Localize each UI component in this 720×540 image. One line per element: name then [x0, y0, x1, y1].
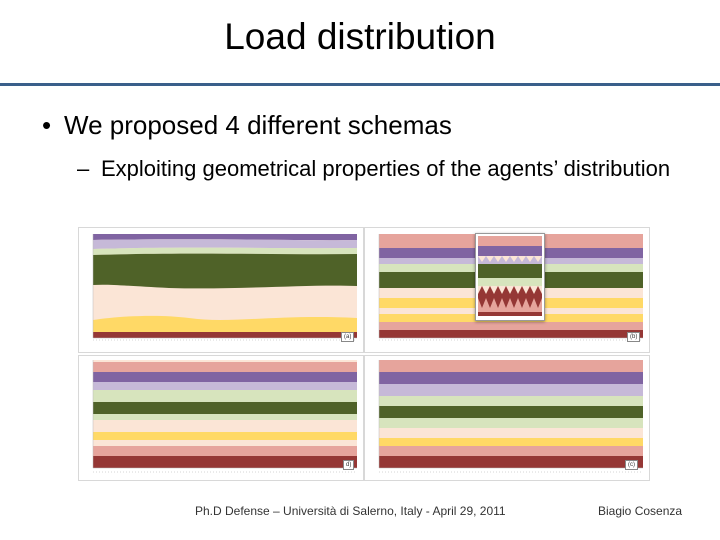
zoom-inset [475, 233, 545, 321]
bullet-2-text: Exploiting geometrical properties of the… [101, 156, 671, 181]
stacked-area-chart-c [378, 360, 643, 473]
bullet-1-text: We proposed 4 different schemas [64, 110, 452, 140]
panel-label: d) [343, 460, 355, 470]
stacked-area-chart-d [92, 360, 357, 473]
chart-panel-a: (a) [78, 227, 364, 353]
panel-label: (a) [341, 332, 355, 342]
panel-label: (c) [625, 460, 638, 470]
footer-author: Biagio Cosenza [598, 504, 683, 518]
bullet-level-2: – Exploiting geometrical properties of t… [77, 153, 677, 185]
bullet-level-1: • We proposed 4 different schemas [42, 110, 452, 141]
chart-panel-b: (b) [364, 227, 650, 353]
panel-label: (b) [627, 332, 641, 342]
bullet-dot-icon: • [42, 110, 52, 140]
title-divider [0, 83, 720, 86]
chart-panel-d: d) [78, 355, 364, 481]
zoom-inset-chart [478, 236, 542, 316]
stacked-area-chart-a [92, 234, 357, 341]
bullet-dash-icon: – [77, 156, 90, 181]
chart-panel-c: (c) [364, 355, 650, 481]
slide-title: Load distribution [224, 16, 496, 57]
footer-center: Ph.D Defense – Università di Salerno, It… [195, 504, 506, 518]
